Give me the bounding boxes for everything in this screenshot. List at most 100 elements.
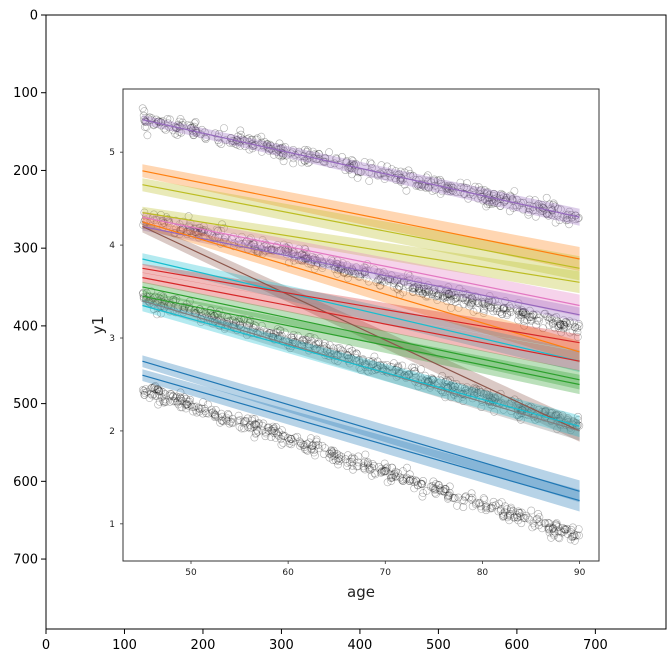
data-point xyxy=(540,309,549,318)
data-point xyxy=(563,319,571,327)
data-point xyxy=(200,228,208,236)
data-point xyxy=(391,365,400,374)
data-point xyxy=(247,329,256,338)
data-point xyxy=(477,504,486,513)
data-point xyxy=(236,319,245,328)
data-point xyxy=(228,418,237,426)
data-point xyxy=(149,390,158,398)
data-point xyxy=(575,531,583,540)
data-point xyxy=(214,315,223,324)
data-point xyxy=(435,481,443,490)
data-point xyxy=(549,199,558,208)
data-point xyxy=(207,405,216,414)
data-point xyxy=(482,394,491,403)
data-point xyxy=(354,462,362,471)
data-point xyxy=(182,404,190,413)
data-point xyxy=(243,321,251,330)
data-point xyxy=(278,151,287,160)
data-point xyxy=(345,458,354,467)
data-point xyxy=(390,469,399,478)
data-point xyxy=(289,333,298,342)
data-point xyxy=(435,290,443,299)
data-point xyxy=(227,321,236,329)
data-point xyxy=(479,304,488,313)
data-point xyxy=(561,526,570,534)
data-point xyxy=(437,285,445,294)
data-point xyxy=(395,170,404,179)
data-point xyxy=(285,258,293,267)
data-point xyxy=(329,344,338,353)
data-point xyxy=(176,394,185,402)
data-point xyxy=(176,388,185,397)
data-point xyxy=(289,248,298,257)
data-point xyxy=(461,492,470,501)
data-point xyxy=(506,505,515,514)
data-point xyxy=(171,129,180,138)
data-point xyxy=(300,338,309,346)
data-point xyxy=(270,429,278,437)
data-point xyxy=(459,294,468,302)
data-point xyxy=(571,215,580,224)
embedded-regression-chart: 50 60 70 80 90 1 2 3 4 5 age y1 xyxy=(89,88,600,601)
data-point xyxy=(392,365,401,374)
data-point xyxy=(236,320,244,329)
data-point xyxy=(241,416,250,425)
data-point xyxy=(263,327,271,336)
y-tick-label: 4 xyxy=(109,241,115,251)
y-tick-label: 5 xyxy=(109,148,115,158)
data-point xyxy=(388,473,397,482)
data-point xyxy=(348,461,357,470)
data-point xyxy=(237,314,245,323)
data-point xyxy=(465,302,474,311)
data-point xyxy=(506,510,514,518)
data-point xyxy=(496,202,505,210)
data-point xyxy=(240,315,248,324)
data-point xyxy=(555,534,564,543)
outer-x-tick-label: 100 xyxy=(112,638,137,653)
data-point xyxy=(402,372,411,381)
data-point xyxy=(281,143,290,151)
data-point xyxy=(293,331,302,340)
data-point xyxy=(342,157,351,165)
data-point xyxy=(574,213,583,222)
regression-line xyxy=(142,258,580,362)
data-point xyxy=(281,246,290,255)
data-point xyxy=(453,293,461,302)
data-point xyxy=(430,485,439,493)
data-point xyxy=(561,525,570,534)
data-point xyxy=(482,197,491,205)
data-point xyxy=(492,196,500,205)
data-point xyxy=(374,268,382,277)
data-point xyxy=(303,146,312,155)
data-point xyxy=(347,264,356,273)
data-point xyxy=(303,446,312,455)
data-point xyxy=(344,351,352,360)
data-point xyxy=(320,342,329,350)
data-point xyxy=(347,354,356,363)
data-point xyxy=(443,293,452,302)
data-point xyxy=(192,408,201,417)
data-point xyxy=(462,293,471,302)
data-point xyxy=(482,502,491,511)
data-point xyxy=(431,490,440,498)
data-point xyxy=(515,403,524,412)
data-point xyxy=(269,329,278,338)
data-point xyxy=(554,523,563,531)
data-point xyxy=(496,389,505,398)
data-point xyxy=(506,507,515,516)
data-point xyxy=(330,347,339,356)
data-point xyxy=(287,435,296,443)
data-point xyxy=(509,204,518,212)
data-point xyxy=(391,467,400,476)
data-point xyxy=(572,531,581,540)
data-point xyxy=(478,299,487,308)
data-point xyxy=(177,394,185,403)
data-point xyxy=(535,518,544,526)
data-point xyxy=(275,326,284,335)
data-point xyxy=(569,532,578,540)
data-point xyxy=(444,289,453,297)
data-point xyxy=(447,292,456,300)
data-point xyxy=(552,519,561,527)
data-point xyxy=(515,308,523,316)
data-point xyxy=(458,496,467,504)
